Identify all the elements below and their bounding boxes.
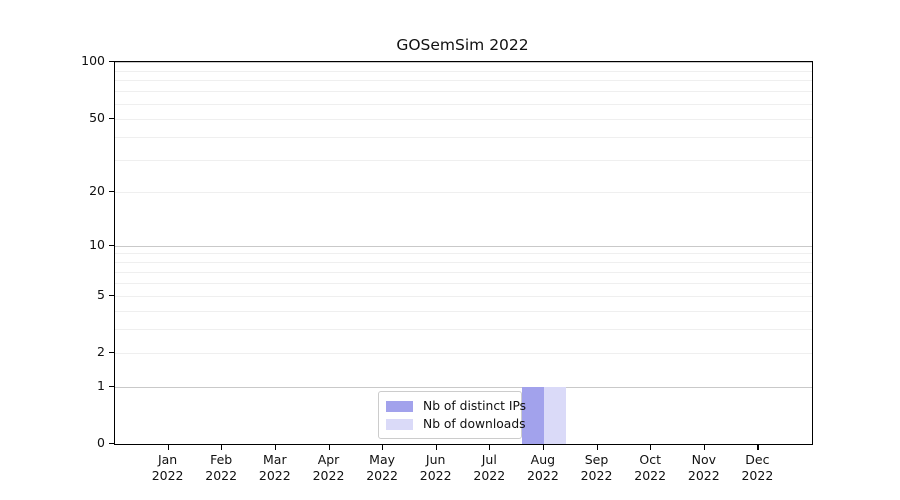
x-tick-label-jan: Jan 2022 <box>133 452 203 483</box>
x-tick-label-apr: Apr 2022 <box>294 452 364 483</box>
x-tick-label-month-mar: Mar <box>263 452 287 467</box>
x-tick-label-year-apr: 2022 <box>312 467 345 483</box>
legend-label-distinct-ips: Nb of distinct IPs <box>423 399 527 413</box>
x-tick-label-sep: Sep 2022 <box>562 452 632 483</box>
legend-label-downloads: Nb of downloads <box>423 417 526 431</box>
y-tick-1 <box>109 385 114 387</box>
x-tick-label-month-jun: Jun <box>425 452 446 467</box>
gridline-major-10 <box>115 245 812 247</box>
gridline-minor-9 <box>115 253 812 255</box>
bar-downloads-aug <box>543 386 566 444</box>
gridline-minor-2 <box>115 353 812 355</box>
x-tick-label-year-nov: 2022 <box>687 467 720 483</box>
legend: Nb of distinct IPs Nb of downloads <box>378 391 526 439</box>
x-tick-nov <box>703 444 705 450</box>
x-tick-label-year-mar: 2022 <box>258 467 291 483</box>
x-tick-label-month-aug: Aug <box>530 452 556 467</box>
y-tick-100 <box>109 61 114 63</box>
x-tick-oct <box>650 444 652 450</box>
x-tick-label-feb: Feb 2022 <box>186 452 256 483</box>
legend-item-downloads: Nb of downloads <box>386 415 526 433</box>
gridline-major-100 <box>115 62 812 63</box>
x-tick-sep <box>596 444 598 450</box>
x-tick-label-year-jul: 2022 <box>473 467 506 483</box>
x-tick-label-year-jan: 2022 <box>151 467 184 483</box>
x-tick-label-month-oct: Oct <box>639 452 661 467</box>
gridline-minor-40 <box>115 136 812 138</box>
x-tick-label-year-dec: 2022 <box>741 467 774 483</box>
y-tick-2 <box>109 352 114 354</box>
x-tick-label-month-apr: Apr <box>317 452 340 467</box>
x-tick-label-month-nov: Nov <box>691 452 716 467</box>
x-tick-label-year-jun: 2022 <box>419 467 452 483</box>
y-tick-label-0: 0 <box>97 435 105 450</box>
x-tick-label-aug: Aug 2022 <box>508 452 578 483</box>
x-tick-label-year-oct: 2022 <box>634 467 667 483</box>
gridline-minor-20 <box>115 192 812 193</box>
y-tick-label-2: 2 <box>97 344 105 360</box>
x-tick-label-month-may: May <box>369 452 396 467</box>
legend-swatch-distinct-ips <box>386 400 413 412</box>
legend-item-distinct-ips: Nb of distinct IPs <box>386 397 526 415</box>
bar-distinct-ips-aug <box>521 386 544 444</box>
y-tick-0 <box>109 443 114 445</box>
x-tick-label-month-jul: Jul <box>481 452 497 467</box>
x-tick-apr <box>328 444 330 450</box>
x-tick-label-year-aug: 2022 <box>526 467 559 483</box>
x-tick-jun <box>435 444 437 450</box>
y-tick-10 <box>109 244 114 246</box>
y-tick-20 <box>109 191 114 193</box>
legend-swatch-downloads <box>386 418 413 430</box>
y-tick-50 <box>109 117 114 119</box>
gridline-minor-50 <box>115 118 812 120</box>
y-tick-label-50: 50 <box>89 109 105 125</box>
y-tick-label-5: 5 <box>97 286 105 302</box>
x-tick-may <box>382 444 384 450</box>
x-tick-feb <box>221 444 223 450</box>
gridline-minor-4 <box>115 310 812 312</box>
x-tick-label-year-may: 2022 <box>366 467 398 483</box>
x-tick-label-nov: Nov 2022 <box>669 452 739 483</box>
x-tick-label-year-sep: 2022 <box>580 467 613 483</box>
x-tick-jul <box>489 444 491 450</box>
x-tick-label-month-sep: Sep <box>584 452 609 467</box>
gridline-minor-70 <box>115 91 812 93</box>
y-tick-label-20: 20 <box>89 183 105 198</box>
x-tick-label-dec: Dec 2022 <box>722 452 792 483</box>
plot-area: Nb of distinct IPs Nb of downloads <box>114 61 813 445</box>
gridline-major-1 <box>115 386 812 388</box>
x-tick-label-may: May 2022 <box>347 452 417 483</box>
x-tick-label-month-feb: Feb <box>210 452 233 467</box>
gridline-minor-6 <box>115 282 812 284</box>
x-tick-aug <box>542 444 545 450</box>
x-tick-label-oct: Oct 2022 <box>615 452 685 483</box>
y-tick-label-10: 10 <box>89 236 105 252</box>
x-tick-jan <box>167 444 169 450</box>
gridline-minor-3 <box>115 329 812 331</box>
x-tick-mar <box>274 444 276 450</box>
y-tick-label-1: 1 <box>97 377 105 393</box>
x-tick-label-year-feb: 2022 <box>205 467 238 483</box>
y-tick-label-100: 100 <box>81 53 105 68</box>
gridline-minor-60 <box>115 103 812 105</box>
gridline-minor-30 <box>115 159 812 161</box>
gridline-minor-80 <box>115 80 812 82</box>
gridline-minor-7 <box>115 271 812 273</box>
chart-title: GOSemSim 2022 <box>396 36 529 54</box>
gridline-minor-90 <box>115 70 812 72</box>
x-tick-label-mar: Mar 2022 <box>240 452 310 483</box>
x-tick-dec <box>757 444 759 450</box>
x-tick-label-jul: Jul 2022 <box>454 452 524 483</box>
gridline-minor-8 <box>115 262 812 264</box>
x-tick-label-jun: Jun 2022 <box>401 452 471 483</box>
gridline-minor-5 <box>115 295 812 297</box>
x-tick-label-month-dec: Dec <box>745 452 770 467</box>
y-tick-5 <box>109 294 114 296</box>
x-tick-label-month-jan: Jan <box>157 452 178 467</box>
